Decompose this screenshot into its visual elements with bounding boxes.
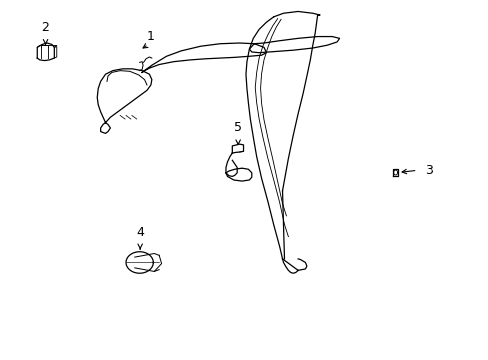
Text: 2: 2: [41, 21, 49, 35]
Text: 1: 1: [146, 30, 155, 43]
Text: 4: 4: [136, 226, 144, 239]
Text: 3: 3: [424, 164, 432, 177]
Text: 5: 5: [234, 121, 242, 134]
